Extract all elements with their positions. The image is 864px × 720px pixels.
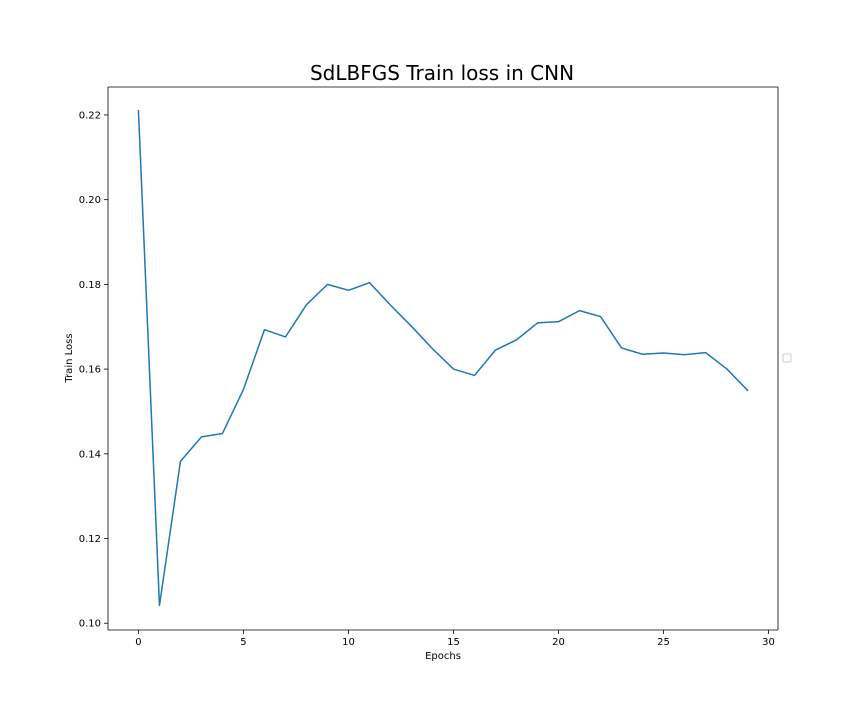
axes-frame — [107, 86, 779, 631]
x-axis-label: Epochs — [425, 651, 461, 662]
x-tick-label: 5 — [240, 637, 246, 648]
series-layer — [137, 109, 749, 607]
x-tick-label: 10 — [342, 637, 355, 648]
y-tick-label: 0.16 — [79, 365, 101, 376]
y-tick-label: 0.18 — [79, 280, 101, 291]
x-tick-label: 0 — [135, 637, 141, 648]
x-tick-label: 30 — [762, 637, 775, 648]
y-tick-label: 0.12 — [79, 534, 101, 545]
y-axis-label: Train Loss — [64, 333, 75, 383]
y-tick-label: 0.20 — [79, 195, 101, 206]
y-axis-ticks: 0.10 0.12 0.14 0.16 0.18 0.20 0.22 — [79, 110, 108, 630]
y-tick-label: 0.14 — [79, 449, 101, 460]
series-line — [137, 109, 749, 607]
legend-box — [782, 353, 792, 363]
y-tick-label: 0.10 — [79, 619, 101, 630]
x-tick-label: 25 — [657, 637, 670, 648]
x-tick-label: 20 — [552, 637, 565, 648]
chart-title: SdLBFGS Train loss in CNN — [310, 61, 574, 85]
x-tick-label: 15 — [447, 637, 460, 648]
y-tick-label: 0.22 — [79, 110, 101, 121]
x-axis-ticks: 0 5 10 15 20 25 30 — [135, 630, 775, 648]
